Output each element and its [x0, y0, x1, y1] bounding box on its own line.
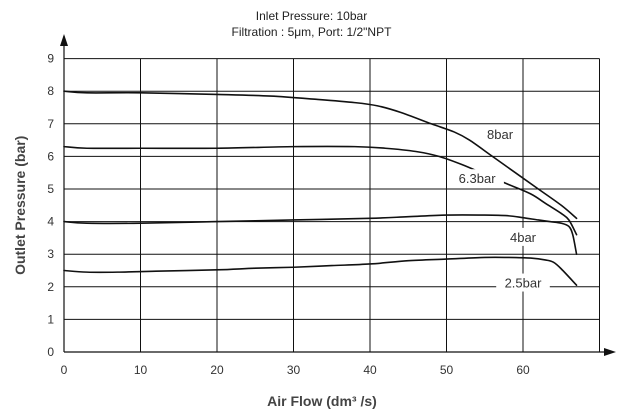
x-tick-label: 20	[210, 363, 224, 377]
y-axis-title: Outlet Pressure (bar)	[12, 136, 28, 275]
x-tick-label: 40	[363, 363, 377, 377]
grid-lines	[64, 58, 600, 352]
y-tick-label: 4	[47, 215, 54, 229]
y-tick-label: 1	[47, 312, 54, 326]
y-tick-label: 7	[47, 117, 54, 131]
series-label: 2.5bar	[505, 276, 543, 291]
y-tick-label: 2	[47, 280, 54, 294]
x-tick-label: 10	[134, 363, 148, 377]
y-axis-arrow-icon	[60, 34, 68, 46]
y-tick-label: 9	[47, 52, 54, 66]
series-label-bg	[450, 169, 504, 188]
series-line-8bar	[63, 90, 578, 220]
x-tick-label: 30	[287, 363, 301, 377]
x-tick-label: 0	[61, 363, 68, 377]
y-tick-label: 8	[47, 84, 54, 98]
tick-labels: 0 10 20 30 40 50 60 0 1 2 3 4 5 6 7 8 9	[47, 52, 530, 377]
x-axis-title: Air Flow (dm³ /s)	[267, 393, 377, 409]
series-label-bg	[496, 273, 550, 292]
series-labels: 8bar 6.3bar 4bar 2.5bar	[450, 125, 550, 292]
chart-title: Inlet Pressure: 10bar	[255, 9, 368, 23]
series-label: 6.3bar	[459, 171, 497, 186]
series-label: 4bar	[510, 230, 537, 245]
y-tick-label: 6	[47, 149, 54, 163]
series-line-6-3bar	[63, 145, 578, 236]
series-lines	[63, 90, 578, 286]
x-tick-label: 60	[516, 363, 530, 377]
series-label-bg	[480, 125, 520, 144]
x-tick-label: 50	[440, 363, 454, 377]
y-tick-label: 0	[47, 345, 54, 359]
y-tick-label: 3	[47, 247, 54, 261]
series-label: 8bar	[487, 127, 514, 142]
series-label-bg	[503, 227, 543, 246]
series-line-2-5bar	[63, 256, 578, 286]
x-axis-arrow-icon	[604, 348, 616, 356]
axes	[60, 34, 616, 356]
chart-subtitle: Filtration : 5μm, Port: 1/2"NPT	[231, 25, 392, 39]
y-tick-label: 5	[47, 182, 54, 196]
series-line-4bar	[63, 214, 578, 255]
